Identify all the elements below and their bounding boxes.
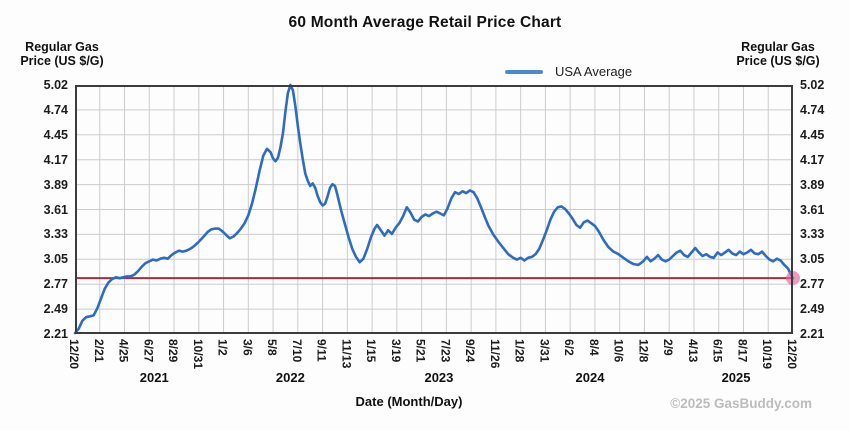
x-tick-label: 8/17 (735, 339, 750, 363)
year-label: 2021 (139, 370, 169, 385)
y-tick-label-right: 2.77 (800, 277, 825, 292)
y-tick-label-right: 3.61 (800, 202, 825, 217)
year-label: 2023 (424, 370, 454, 385)
x-tick-label: 1/2 (215, 339, 230, 356)
x-tick-label: 5/21 (413, 339, 428, 363)
x-tick-label: 2/9 (661, 339, 676, 356)
x-tick-label: 3/6 (240, 339, 255, 356)
y-tick-label-left: 3.05 (43, 252, 68, 267)
x-tick-label: 11/26 (487, 339, 502, 369)
y-tick-label-right: 4.17 (800, 152, 825, 167)
x-tick-label: 10/6 (611, 339, 626, 363)
x-tick-label: 8/4 (586, 339, 601, 356)
y-axis-title-right: Regular Gas Price (US $/G) (718, 40, 838, 69)
y-axis-title-right-line2: Price (US $/G) (736, 54, 820, 69)
x-tick-label: 7/10 (289, 339, 304, 363)
x-tick-label: 9/24 (463, 339, 478, 363)
x-tick-label: 11/13 (339, 339, 354, 369)
y-axis-title-left-line2: Price (US $/G) (20, 54, 104, 69)
y-tick-label-left: 4.45 (43, 127, 68, 142)
usa-average-price-line (73, 83, 795, 335)
y-tick-label-right: 4.45 (800, 127, 825, 142)
x-tick-label: 6/27 (141, 339, 156, 363)
x-tick-label: 12/20 (67, 339, 81, 370)
y-axis-title-left-line1: Regular Gas (25, 40, 99, 54)
x-tick-label: 1/15 (364, 339, 379, 363)
chart-title: 60 Month Average Retail Price Chart (288, 14, 562, 31)
y-tick-label-left: 3.89 (43, 177, 68, 192)
x-tick-label: 2/21 (91, 339, 106, 363)
legend: USA Average (505, 64, 632, 79)
x-tick-label: 4/13 (685, 339, 700, 363)
y-axis-title-left: Regular Gas Price (US $/G) (2, 40, 122, 69)
x-tick-label: 4/25 (116, 339, 131, 363)
y-tick-label-left: 4.17 (43, 152, 68, 167)
x-tick-label: 7/23 (438, 339, 453, 363)
y-tick-label-left: 2.21 (43, 327, 68, 341)
x-tick-label: 3/19 (388, 339, 403, 363)
y-tick-label-right: 2.21 (800, 327, 825, 341)
y-tick-label-left: 4.74 (43, 102, 68, 117)
y-tick-label-left: 2.77 (43, 277, 68, 292)
y-tick-label-left: 5.02 (43, 78, 68, 92)
y-tick-label-right: 3.05 (800, 252, 825, 267)
x-tick-label: 6/15 (710, 339, 725, 363)
y-tick-label-left: 2.49 (43, 302, 68, 317)
x-tick-label: 12/20 (785, 339, 799, 370)
y-tick-label-right: 3.33 (800, 227, 825, 242)
x-tick-label: 10/19 (760, 339, 775, 370)
x-axis-title: Date (Month/Day) (355, 394, 463, 409)
year-label: 2024 (575, 370, 605, 385)
price-line-plot (73, 83, 800, 335)
y-tick-label-left: 3.61 (43, 202, 68, 217)
copyright-watermark: ©2025 GasBuddy.com (670, 396, 812, 411)
legend-line-swatch (505, 69, 543, 74)
x-tick-label: 10/31 (190, 339, 205, 370)
y-tick-label-right: 5.02 (800, 78, 825, 92)
x-tick-label: 6/2 (562, 339, 577, 356)
y-tick-label-right: 4.74 (800, 102, 825, 117)
x-tick-label: 3/31 (537, 339, 552, 363)
y-tick-label-right: 2.49 (800, 302, 825, 317)
y-tick-label-right: 3.89 (800, 177, 825, 192)
x-tick-label: 12/8 (636, 339, 651, 363)
legend-label: USA Average (555, 64, 633, 79)
x-tick-label: 5/8 (265, 339, 280, 356)
plot-border (75, 85, 793, 334)
x-tick-label: 9/11 (314, 339, 329, 362)
x-tick-label: 1/28 (512, 339, 527, 363)
year-label: 2022 (275, 370, 305, 385)
x-tick-label: 8/29 (166, 339, 181, 363)
year-label: 2025 (721, 370, 751, 385)
y-axis-title-right-line1: Regular Gas (741, 40, 815, 54)
y-tick-label-left: 3.33 (43, 227, 68, 242)
